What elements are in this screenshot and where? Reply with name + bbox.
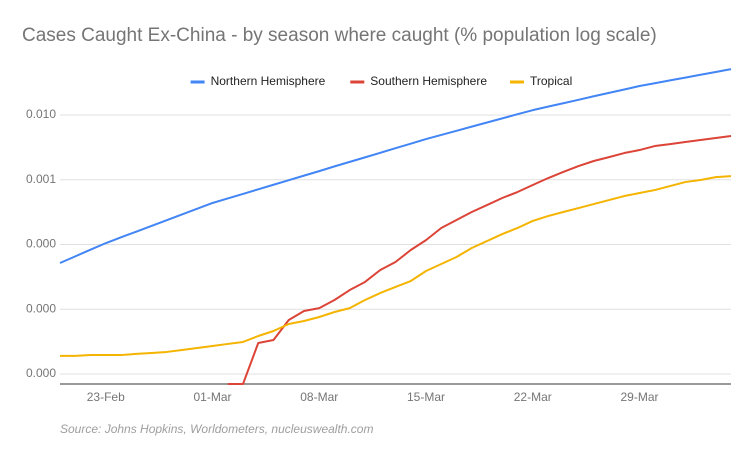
data-line bbox=[227, 135, 732, 385]
x-tick-label: 15-Mar bbox=[407, 390, 445, 404]
legend-label: Southern Hemisphere bbox=[370, 74, 487, 88]
data-line bbox=[60, 175, 732, 357]
y-tick-label: 0.000 bbox=[26, 301, 56, 315]
y-tick-label: 0.000 bbox=[26, 366, 56, 380]
x-tick-label: 08-Mar bbox=[300, 390, 338, 404]
x-tick-label: 22-Mar bbox=[514, 390, 552, 404]
source-note: Source: Johns Hopkins, Worldometers, nuc… bbox=[60, 422, 373, 436]
y-tick-label: 0.000 bbox=[26, 237, 56, 251]
x-tick-label: 29-Mar bbox=[620, 390, 658, 404]
data-line bbox=[59, 68, 732, 264]
y-tick-label: 0.010 bbox=[26, 107, 56, 121]
x-tick-label: 01-Mar bbox=[193, 390, 231, 404]
legend-label: Tropical bbox=[530, 74, 572, 88]
y-tick-label: 0.001 bbox=[26, 172, 56, 186]
chart-title: Cases Caught Ex-China - by season where … bbox=[22, 25, 657, 46]
x-tick-label: 23-Feb bbox=[87, 390, 125, 404]
legend-label: Northern Hemisphere bbox=[211, 74, 326, 88]
